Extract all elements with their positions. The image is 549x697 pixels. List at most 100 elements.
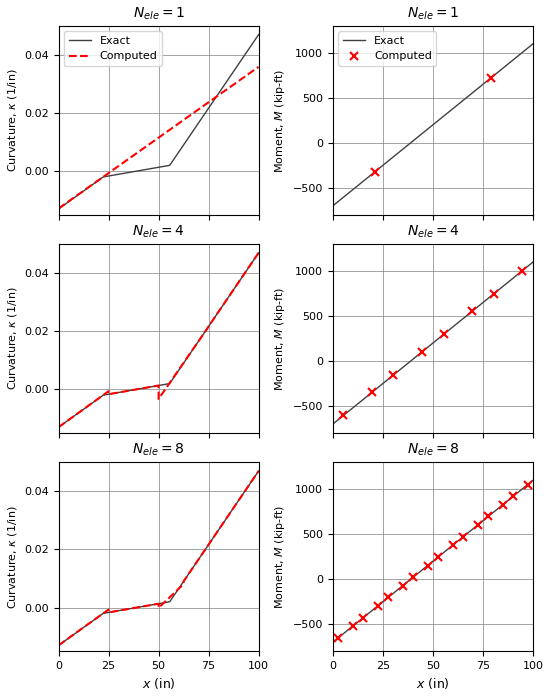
- Exact: [193, 341, 199, 349]
- Exact: [211, 95, 218, 104]
- Exact: [418, 348, 424, 357]
- Title: $N_{ele} = 4$: $N_{ele} = 4$: [132, 224, 185, 240]
- Y-axis label: Moment, $M$ (kip-ft): Moment, $M$ (kip-ft): [273, 505, 287, 609]
- Exact: [411, 354, 417, 362]
- Computed: [424, 561, 431, 569]
- Computed: [488, 74, 494, 82]
- Exact: [489, 291, 496, 299]
- Exact: [193, 123, 199, 131]
- Computed: [155, 381, 162, 390]
- Computed: [130, 604, 137, 612]
- Exact: [215, 526, 221, 535]
- Computed: [399, 581, 406, 590]
- Exact: [329, 420, 336, 428]
- Exact: [350, 404, 357, 412]
- Computed: [155, 599, 162, 608]
- Exact: [411, 136, 417, 144]
- Exact: [350, 185, 357, 193]
- Computed: [390, 371, 397, 379]
- Computed: [385, 593, 391, 602]
- Exact: [255, 31, 262, 39]
- Legend: Exact, Computed: Exact, Computed: [64, 31, 162, 66]
- Line: Exact: Exact: [59, 35, 259, 209]
- Computed: [469, 307, 475, 315]
- Computed: [374, 602, 381, 610]
- Exact: [486, 293, 492, 302]
- Exact: [211, 532, 218, 540]
- Computed: [460, 533, 467, 541]
- Line: Exact: Exact: [333, 44, 533, 206]
- Computed: [105, 387, 112, 395]
- Computed: [55, 423, 62, 431]
- Computed: [340, 411, 347, 420]
- Computed: [180, 577, 187, 585]
- Computed: [255, 249, 262, 257]
- X-axis label: $x$ (in): $x$ (in): [142, 677, 176, 691]
- Line: Computed: Computed: [339, 266, 526, 420]
- Line: Exact: Exact: [333, 480, 533, 642]
- Computed: [205, 540, 212, 549]
- Title: $N_{ele} = 4$: $N_{ele} = 4$: [407, 224, 459, 240]
- Exact: [211, 314, 218, 322]
- Computed: [349, 622, 356, 630]
- Computed: [105, 390, 112, 399]
- Computed: [435, 553, 441, 561]
- Computed: [440, 330, 447, 339]
- Computed: [205, 323, 212, 331]
- Exact: [329, 201, 336, 210]
- Y-axis label: Moment, $M$ (kip-ft): Moment, $M$ (kip-ft): [273, 68, 287, 172]
- Line: Exact: Exact: [333, 262, 533, 424]
- Computed: [490, 290, 497, 298]
- Computed: [372, 167, 378, 176]
- Computed: [360, 613, 367, 622]
- Y-axis label: Curvature, $\kappa$ (1/in): Curvature, $\kappa$ (1/in): [5, 286, 19, 390]
- Computed: [474, 521, 481, 529]
- Title: $N_{ele} = 1$: $N_{ele} = 1$: [132, 6, 184, 22]
- Line: Exact: Exact: [59, 253, 259, 427]
- Y-axis label: Moment, $M$ (kip-ft): Moment, $M$ (kip-ft): [273, 286, 287, 391]
- Exact: [76, 408, 82, 417]
- Exact: [76, 627, 82, 635]
- Computed: [524, 480, 531, 489]
- Title: $N_{ele} = 8$: $N_{ele} = 8$: [132, 442, 185, 459]
- Exact: [418, 130, 424, 139]
- X-axis label: $x$ (in): $x$ (in): [416, 677, 450, 691]
- Computed: [155, 604, 162, 612]
- Exact: [255, 467, 262, 475]
- Exact: [329, 638, 336, 646]
- Title: $N_{ele} = 1$: $N_{ele} = 1$: [407, 6, 459, 22]
- Exact: [411, 572, 417, 581]
- Exact: [489, 72, 496, 81]
- Exact: [143, 383, 150, 392]
- Exact: [136, 167, 143, 175]
- Title: $N_{ele} = 8$: $N_{ele} = 8$: [407, 442, 459, 459]
- Exact: [486, 75, 492, 84]
- Exact: [55, 423, 62, 431]
- Computed: [485, 512, 491, 521]
- Computed: [231, 504, 237, 512]
- Exact: [76, 190, 82, 199]
- Computed: [410, 573, 417, 581]
- Exact: [486, 512, 492, 520]
- Line: Computed: Computed: [59, 471, 259, 645]
- Exact: [418, 567, 424, 575]
- Computed: [155, 395, 162, 403]
- Line: Computed: Computed: [334, 480, 532, 642]
- Exact: [467, 91, 474, 99]
- Computed: [500, 500, 506, 509]
- Exact: [467, 309, 474, 317]
- Computed: [231, 504, 237, 512]
- Exact: [530, 40, 536, 48]
- Exact: [136, 603, 143, 611]
- Line: Computed: Computed: [59, 253, 259, 427]
- Exact: [193, 559, 199, 567]
- Exact: [143, 602, 150, 610]
- Exact: [530, 258, 536, 266]
- Exact: [489, 509, 496, 517]
- Computed: [130, 604, 137, 612]
- Computed: [80, 623, 87, 631]
- Y-axis label: Curvature, $\kappa$ (1/in): Curvature, $\kappa$ (1/in): [5, 505, 19, 608]
- Exact: [143, 165, 150, 174]
- Line: Computed: Computed: [371, 74, 495, 176]
- Computed: [80, 623, 87, 631]
